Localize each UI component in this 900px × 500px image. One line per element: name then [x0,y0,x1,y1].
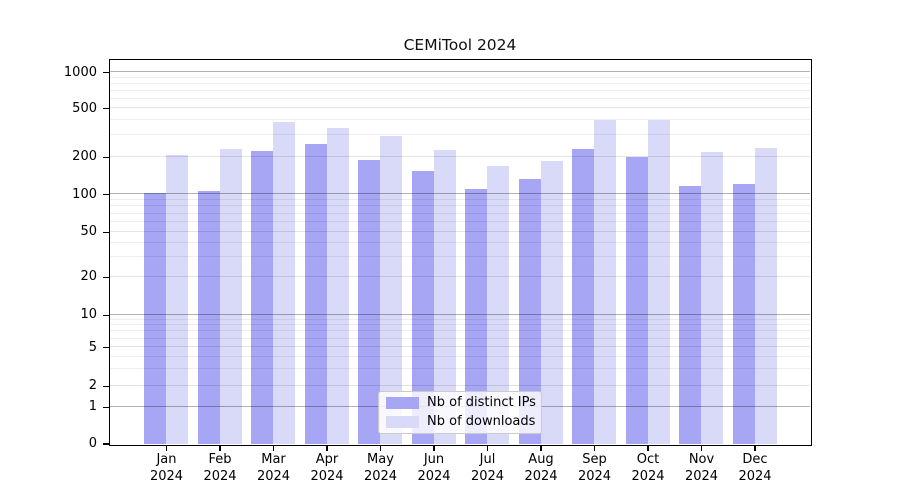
y-axis-tick-labels: 0 1 2 5 10 20 50 100 200 500 1000 [0,60,97,451]
x-tick-label-nov-2024: Nov 2024 [684,452,719,484]
y-tick-label-50: 50 [80,224,97,240]
bar-distinct-ips-dec-2024 [732,184,755,444]
bar-downloads-sep-2024 [594,120,616,444]
legend-item-downloads: Nb of downloads [386,414,541,430]
y-tick-2 [103,385,110,387]
y-tick-label-0: 0 [88,436,97,451]
y-tick-label-100: 100 [72,186,97,202]
x-tick-dec-2024 [754,445,756,451]
y-tick-0 [103,443,110,445]
bar-distinct-ips-nov-2024 [679,185,701,444]
y-tick-20 [103,276,110,278]
bar-distinct-ips-apr-2024 [304,143,327,444]
bar-distinct-ips-sep-2024 [572,149,594,444]
bar-downloads-feb-2024 [219,149,242,444]
bar-distinct-ips-oct-2024 [625,156,648,444]
bar-distinct-ips-jun-2024 [411,171,434,444]
bar-downloads-apr-2024 [326,128,349,444]
x-tick-apr-2024 [326,445,328,451]
y-tick-label-2: 2 [88,378,97,394]
y-tick-5 [103,346,110,349]
bar-distinct-ips-feb-2024 [197,191,220,444]
y-tick-1000 [103,72,110,74]
legend-swatch-distinct-ips [386,396,419,410]
y-tick-label-200: 200 [72,149,97,165]
bar-distinct-ips-aug-2024 [518,179,541,444]
x-tick-label-mar-2024: Mar 2024 [256,452,291,484]
bar-downloads-oct-2024 [647,120,670,444]
chart-title: CEMiTool 2024 [403,36,517,54]
x-tick-label-sep-2024: Sep 2024 [577,452,612,484]
x-tick-label-jan-2024: Jan 2024 [149,452,184,484]
y-tick-50 [103,231,110,233]
y-tick-500 [103,108,110,110]
x-tick-aug-2024 [540,445,542,451]
x-tick-may-2024 [379,445,382,451]
x-tick-label-oct-2024: Oct 2024 [631,452,665,484]
y-tick-1 [103,406,110,409]
bar-downloads-may-2024 [380,135,402,444]
plot-area [108,58,812,446]
x-tick-feb-2024 [219,445,221,451]
bar-distinct-ips-may-2024 [358,160,380,444]
bar-downloads-mar-2024 [273,122,295,444]
bar-downloads-dec-2024 [754,147,777,444]
x-tick-label-dec-2024: Dec 2024 [738,452,772,484]
y-tick-100 [103,194,110,196]
x-tick-nov-2024 [700,445,703,451]
x-tick-label-aug-2024: Aug 2024 [524,452,558,484]
legend: Nb of distinct IPs Nb of downloads [378,391,542,434]
y-tick-label-1000: 1000 [63,64,97,80]
x-tick-mar-2024 [272,445,275,451]
x-tick-oct-2024 [647,445,649,451]
y-tick-10 [103,314,110,316]
bars-layer [110,60,810,444]
x-tick-jan-2024 [165,445,168,451]
legend-swatch-downloads [386,415,419,429]
bar-downloads-jun-2024 [433,149,456,444]
bar-distinct-ips-mar-2024 [251,150,273,444]
y-tick-label-500: 500 [72,100,97,116]
x-tick-jul-2024 [486,445,489,451]
x-tick-label-may-2024: May 2024 [363,452,398,484]
y-tick-200 [103,156,110,158]
bar-downloads-jan-2024 [166,155,188,444]
y-axis-ticks [103,60,110,445]
x-tick-label-apr-2024: Apr 2024 [310,452,344,484]
y-tick-label-20: 20 [80,269,97,285]
bar-downloads-aug-2024 [540,160,563,444]
x-tick-label-feb-2024: Feb 2024 [203,452,237,484]
x-axis-ticks [110,445,810,451]
legend-label-downloads: Nb of downloads [427,414,536,429]
legend-item-distinct-ips: Nb of distinct IPs [386,395,541,411]
bar-distinct-ips-jul-2024 [465,189,487,444]
y-tick-label-5: 5 [88,339,97,355]
x-axis-tick-labels: Jan 2024 Feb 2024 Mar 2024 Apr 2024 May 2024 Jun 20… [110,452,810,492]
bar-downloads-nov-2024 [701,152,723,444]
bar-downloads-jul-2024 [487,166,509,444]
x-tick-sep-2024 [593,445,596,451]
x-tick-label-jun-2024: Jun 2024 [417,452,451,484]
bar-distinct-ips-jan-2024 [144,193,166,444]
x-tick-label-jul-2024: Jul 2024 [470,452,505,484]
legend-label-distinct-ips: Nb of distinct IPs [427,395,536,410]
y-tick-label-10: 10 [80,307,97,323]
x-tick-jun-2024 [433,445,435,451]
y-tick-label-1: 1 [88,399,97,415]
